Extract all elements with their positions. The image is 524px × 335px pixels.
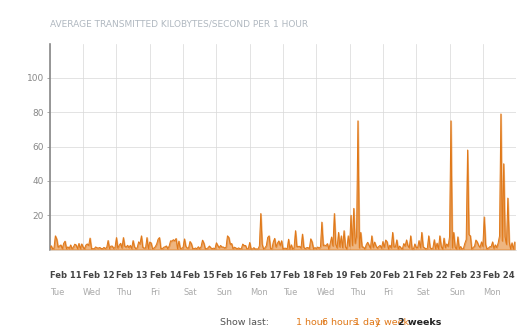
Text: Feb 17: Feb 17 (249, 271, 281, 280)
Text: Fri: Fri (383, 288, 393, 297)
Text: Feb 14: Feb 14 (150, 271, 181, 280)
Text: Tue: Tue (283, 288, 297, 297)
Text: Feb 22: Feb 22 (416, 271, 448, 280)
Text: 6 hours: 6 hours (322, 318, 358, 327)
Text: Feb 19: Feb 19 (316, 271, 348, 280)
Text: Thu: Thu (350, 288, 365, 297)
Text: Feb 23: Feb 23 (450, 271, 481, 280)
Text: Feb 15: Feb 15 (183, 271, 215, 280)
Text: 1 week: 1 week (375, 318, 409, 327)
Text: Mon: Mon (249, 288, 267, 297)
Text: 1 day: 1 day (354, 318, 380, 327)
Text: Feb 11: Feb 11 (50, 271, 81, 280)
Text: Feb 16: Feb 16 (216, 271, 248, 280)
Text: Feb 13: Feb 13 (116, 271, 148, 280)
Text: Feb 20: Feb 20 (350, 271, 381, 280)
Text: AVERAGE TRANSMITTED KILOBYTES/SECOND PER 1 HOUR: AVERAGE TRANSMITTED KILOBYTES/SECOND PER… (50, 19, 308, 28)
Text: Sat: Sat (416, 288, 430, 297)
Text: 1 hour: 1 hour (296, 318, 327, 327)
Text: Thu: Thu (116, 288, 132, 297)
Text: Sat: Sat (183, 288, 196, 297)
Text: Show last:: Show last: (220, 318, 269, 327)
Text: Sun: Sun (450, 288, 465, 297)
Text: Feb 12: Feb 12 (83, 271, 115, 280)
Text: Mon: Mon (483, 288, 500, 297)
Text: 2 weeks: 2 weeks (398, 318, 442, 327)
Text: Wed: Wed (316, 288, 335, 297)
Text: Feb 24: Feb 24 (483, 271, 515, 280)
Text: Fri: Fri (150, 288, 160, 297)
Text: Feb 21: Feb 21 (383, 271, 414, 280)
Text: Tue: Tue (50, 288, 64, 297)
Text: Sun: Sun (216, 288, 232, 297)
Text: Wed: Wed (83, 288, 102, 297)
Text: Feb 18: Feb 18 (283, 271, 314, 280)
